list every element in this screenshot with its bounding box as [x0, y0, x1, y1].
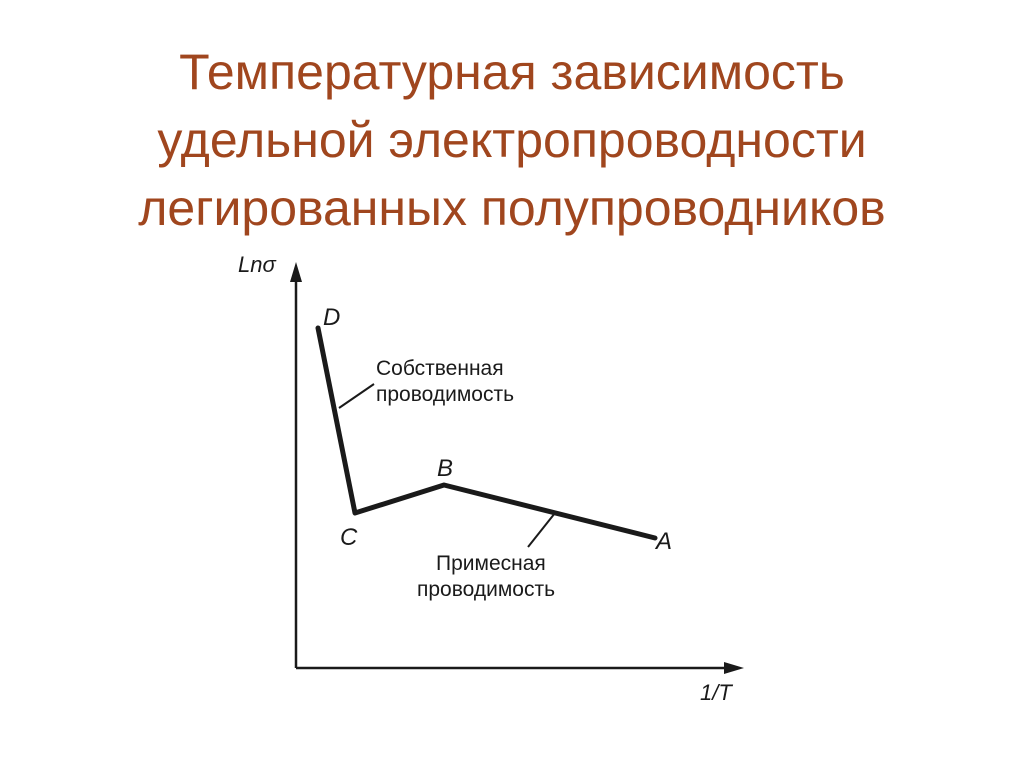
point-label-b: B — [437, 455, 453, 482]
title-line-1: Температурная зависимость — [179, 44, 845, 100]
point-label-c: C — [340, 524, 358, 551]
slide-title: Температурная зависимость удельной элект… — [0, 38, 1024, 242]
y-axis-label: Lnσ — [238, 252, 276, 277]
point-label-a: A — [654, 528, 672, 555]
conductivity-curve — [315, 325, 658, 541]
x-axis-label: 1/T — [700, 680, 733, 705]
title-line-2: удельной электропроводности — [157, 112, 867, 168]
impurity-leader — [527, 512, 556, 548]
impurity-caption-line-1: Примесная — [436, 552, 546, 575]
intrinsic-caption-line-1: Собственная — [376, 357, 504, 380]
title-line-3: легированных полупроводников — [138, 180, 886, 236]
intrinsic-leader — [338, 383, 375, 409]
intrinsic-caption-line-2: проводимость — [376, 383, 514, 406]
impurity-caption-line-2: проводимость — [417, 578, 555, 601]
x-axis-arrow — [724, 662, 744, 674]
point-label-d: D — [323, 304, 340, 331]
y-axis-arrow — [290, 262, 302, 282]
